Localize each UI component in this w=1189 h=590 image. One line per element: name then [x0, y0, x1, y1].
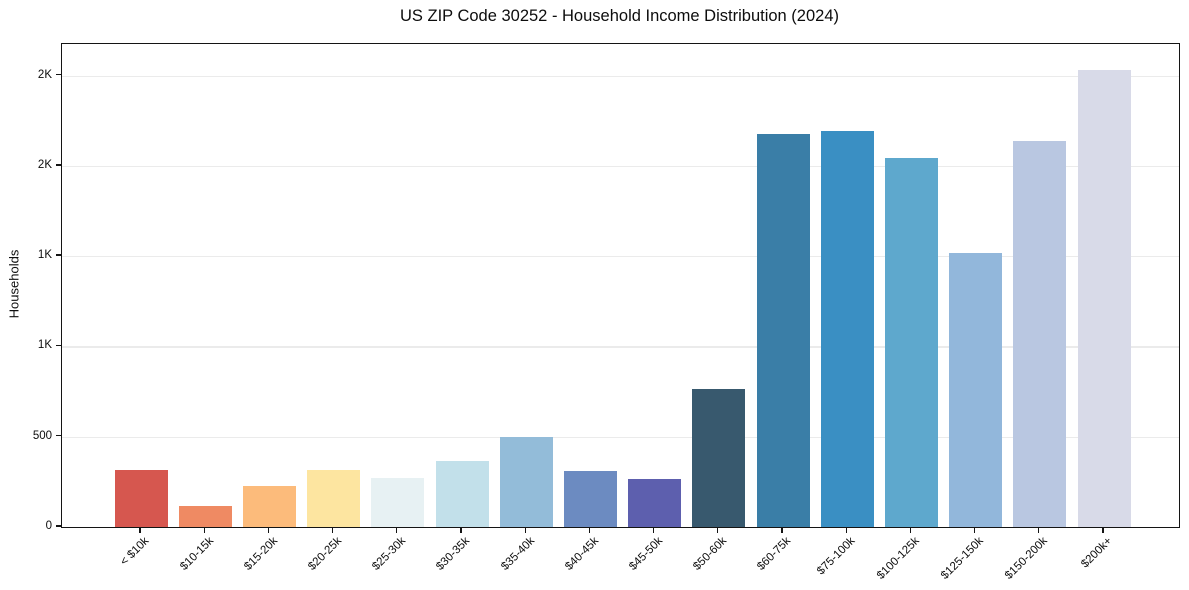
x-tick-label: $125-150k	[939, 535, 987, 582]
x-tick-label: $50-60k	[691, 535, 730, 573]
y-tick-label: 0	[45, 520, 52, 532]
x-tick-mark	[781, 527, 783, 533]
bar	[949, 252, 1003, 527]
bar	[563, 470, 617, 527]
x-tick-mark	[909, 527, 912, 533]
bar	[499, 437, 553, 527]
x-tick-label: $40-45k	[563, 535, 601, 573]
x-tick-mark	[203, 527, 205, 533]
x-tick-mark	[460, 527, 462, 533]
y-tick-label: 2K	[37, 158, 52, 171]
bar	[1077, 69, 1131, 527]
x-tick-label: < $10k	[118, 535, 152, 569]
x-tick-mark	[588, 527, 591, 533]
y-tick-mark	[56, 344, 61, 347]
bar	[1013, 140, 1067, 527]
x-tick-mark	[717, 527, 719, 533]
bar	[114, 469, 168, 527]
bar	[628, 479, 682, 527]
bar	[242, 485, 296, 527]
gridline	[62, 165, 1179, 168]
chart-title: US ZIP Code 30252 - Household Income Dis…	[399, 7, 839, 25]
x-tick-mark	[652, 527, 655, 533]
y-tick-mark	[56, 525, 61, 527]
x-tick-label: $60-75k	[755, 535, 794, 573]
x-tick-label: $15-20k	[242, 535, 280, 573]
gridline	[62, 436, 1179, 439]
x-tick-label: $45-50k	[627, 535, 666, 573]
x-tick-label: $30-35k	[434, 535, 473, 573]
bar	[820, 131, 874, 527]
y-tick-mark	[56, 435, 61, 437]
x-tick-label: $35-40k	[498, 535, 537, 573]
y-tick-mark	[56, 164, 61, 166]
x-tick-mark	[267, 527, 270, 533]
bar	[884, 158, 938, 527]
gridline	[62, 75, 1179, 77]
x-tick-mark	[331, 527, 334, 533]
y-tick-label: 500	[32, 429, 52, 442]
y-tick-label: 1K	[37, 339, 52, 352]
x-tick-label: $75-100k	[815, 535, 858, 578]
bar	[307, 469, 361, 527]
bar	[178, 505, 232, 527]
gridline	[62, 346, 1179, 348]
x-tick-mark	[396, 527, 398, 533]
x-tick-label: $200k+	[1079, 535, 1115, 571]
x-tick-label: $150-200k	[1003, 535, 1051, 582]
y-tick-mark	[56, 73, 61, 76]
x-tick-mark	[1038, 527, 1040, 533]
x-tick-label: $10-15k	[177, 535, 216, 573]
bar	[756, 134, 810, 527]
x-tick-mark	[845, 527, 847, 533]
gridline	[62, 256, 1179, 258]
y-tick-mark	[56, 254, 61, 256]
x-tick-mark	[139, 527, 141, 533]
bar	[692, 389, 746, 527]
y-tick-label: 1K	[37, 249, 52, 262]
x-tick-mark	[1102, 527, 1104, 533]
bar	[435, 460, 489, 527]
x-tick-label: $100-125k	[874, 535, 922, 582]
x-tick-mark	[524, 527, 526, 533]
x-tick-label: $25-30k	[370, 535, 409, 573]
x-tick-mark	[973, 527, 976, 533]
y-tick-label: 2K	[37, 68, 52, 81]
plot-area	[61, 43, 1180, 528]
bar	[371, 478, 425, 527]
x-tick-label: $20-25k	[306, 535, 345, 573]
